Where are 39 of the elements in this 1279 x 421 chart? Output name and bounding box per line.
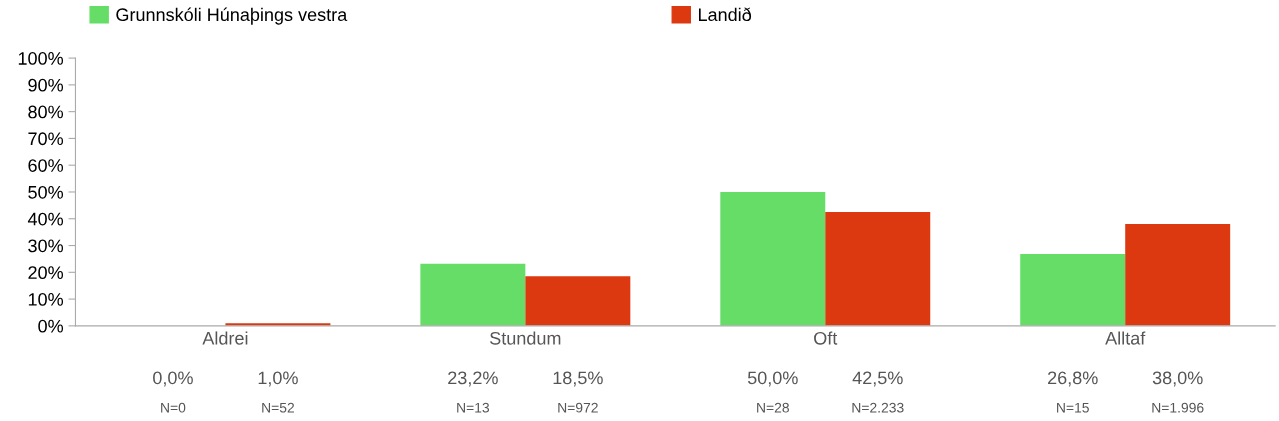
y-tick-label: 20%: [28, 266, 64, 280]
data-label: 23,2%: [448, 371, 498, 387]
y-tick-label: 90%: [28, 78, 64, 92]
text: N=52: [262, 402, 295, 413]
x-tick-label: Aldrei: [202, 331, 248, 345]
y-tick-label: 0%: [38, 319, 64, 333]
bar: [1020, 254, 1126, 326]
bar: [1125, 224, 1231, 326]
data-label: 42,5%: [852, 371, 903, 387]
data-label: 0,0%: [153, 371, 193, 387]
text: N=13: [457, 402, 490, 413]
data-label: 50,0%: [747, 371, 798, 387]
y-tick-label: 60%: [28, 159, 64, 172]
text: N=1.996: [1152, 402, 1204, 413]
data-label: 26,8%: [1048, 371, 1098, 387]
text: N=2.233: [852, 402, 904, 413]
bar: [825, 212, 931, 326]
bar: [420, 263, 526, 326]
text: N=28: [757, 402, 789, 413]
data-label: 18,5%: [553, 371, 603, 387]
text: N=972: [558, 402, 598, 413]
legend-label: Landið: [698, 7, 752, 22]
y-tick-label: 10%: [28, 293, 64, 306]
y-tick-label: 80%: [28, 105, 64, 119]
data-label: 1,0%: [258, 371, 298, 387]
y-tick-label: 30%: [28, 239, 64, 253]
bar: [525, 276, 631, 326]
y-tick-label: 100%: [18, 52, 64, 65]
y-tick-label: 40%: [27, 212, 64, 226]
legend-label: Grunnskóli Húnaþings vestra: [116, 7, 348, 25]
x-tick-label: Oft: [814, 331, 838, 345]
y-tick-label: 50%: [28, 185, 64, 199]
y-tick-label: 70%: [28, 132, 64, 146]
text: N=15: [1057, 402, 1089, 413]
bar: [720, 191, 826, 326]
x-tick-label: Alltaf: [1105, 331, 1146, 345]
text: N=0: [161, 402, 186, 413]
x-tick-label: Stundum: [490, 331, 561, 345]
data-label: 38,0%: [1152, 371, 1203, 387]
